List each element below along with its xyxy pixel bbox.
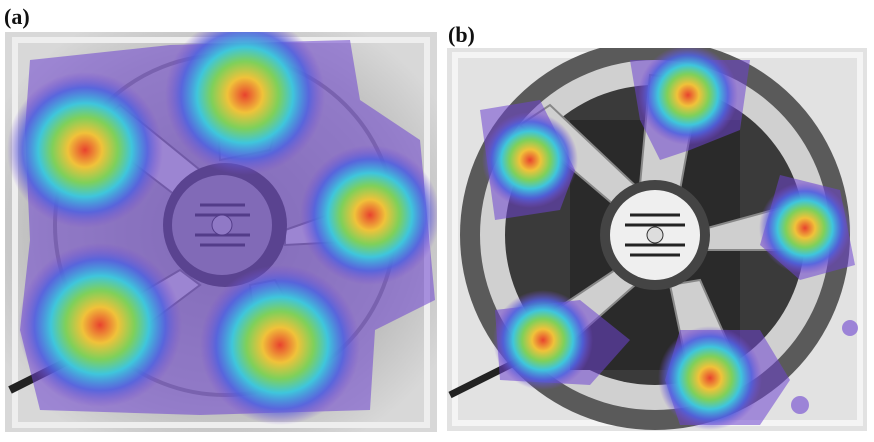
image-a [5,15,440,432]
panel-label: (b) [448,22,475,47]
panel-label: (a) [4,4,30,29]
image-b [447,40,867,431]
figure: (a) (b) [0,0,874,442]
